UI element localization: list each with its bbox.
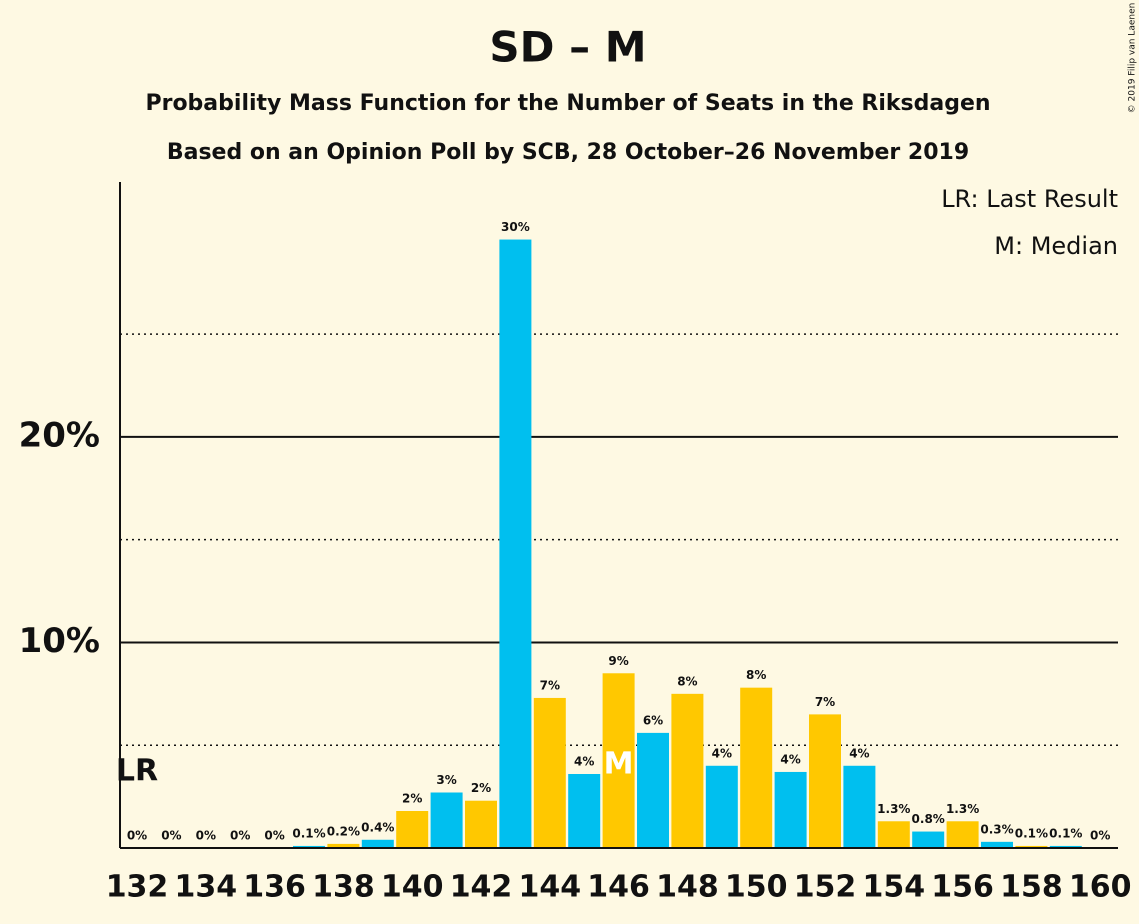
value-label: 6% [643, 713, 663, 727]
x-tick-label: 152 [794, 870, 857, 905]
value-label: 30% [501, 220, 530, 234]
x-tick-label: 138 [312, 870, 375, 905]
x-tick-label: 158 [1000, 870, 1063, 905]
bar [327, 843, 360, 848]
value-label: 9% [608, 654, 628, 668]
value-label: 0.1% [1049, 826, 1082, 840]
value-label: 4% [849, 746, 869, 760]
value-label: 0% [230, 829, 250, 843]
chart-subtitle: Based on an Opinion Poll by SCB, 28 Octo… [167, 140, 969, 165]
value-label: 0.8% [912, 812, 945, 826]
x-tick-label: 144 [518, 870, 581, 905]
value-label: 7% [815, 695, 835, 709]
value-label: 0% [1090, 829, 1110, 843]
x-tick-label: 160 [1069, 870, 1132, 905]
credit: © 2019 Filip van Laenen [1128, 3, 1138, 114]
x-tick-label: 146 [587, 870, 650, 905]
x-tick-label: 140 [381, 870, 444, 905]
bar [981, 841, 1013, 848]
bar [430, 792, 463, 848]
chart-title: SD – M [489, 23, 646, 72]
median-marker: M [604, 747, 634, 782]
x-tick-label: 156 [931, 870, 994, 905]
x-tick-label: 132 [106, 870, 169, 905]
value-label: 0% [196, 829, 216, 843]
value-label: 2% [402, 792, 422, 806]
value-label: 0% [127, 829, 147, 843]
value-label: 0.1% [292, 826, 325, 840]
bar [843, 765, 876, 848]
legend-entry: M: Median [994, 232, 1118, 260]
bar [396, 811, 429, 848]
bar [465, 800, 497, 848]
last-result-marker: LR [116, 754, 158, 789]
value-label: 2% [471, 781, 491, 795]
bar [568, 774, 601, 848]
bar [946, 821, 979, 848]
value-label: 0.3% [980, 822, 1013, 836]
value-label: 4% [712, 746, 732, 760]
value-label: 1.3% [946, 802, 979, 816]
value-label: 4% [780, 752, 800, 766]
value-label: 0% [264, 829, 284, 843]
value-label: 4% [574, 755, 594, 769]
bar [293, 845, 325, 848]
value-label: 0% [161, 829, 181, 843]
value-label: 0.1% [1015, 826, 1048, 840]
x-tick-label: 134 [174, 870, 237, 905]
bar [499, 239, 532, 849]
bar [671, 693, 704, 848]
value-label: 8% [677, 674, 697, 688]
x-tick-label: 148 [656, 870, 719, 905]
bar [774, 771, 807, 848]
bar [877, 821, 910, 848]
bar [740, 687, 773, 848]
bar [705, 765, 738, 848]
value-label: 3% [436, 773, 456, 787]
x-tick-label: 142 [450, 870, 513, 905]
bar [602, 673, 635, 848]
value-label: 1.3% [877, 802, 910, 816]
x-tick-label: 150 [725, 870, 788, 905]
bar [361, 839, 394, 848]
chart-subtitle: Probability Mass Function for the Number… [145, 91, 990, 116]
bar [912, 831, 945, 848]
bar [533, 697, 566, 848]
value-label: 0.4% [361, 820, 394, 834]
bar [1015, 845, 1048, 848]
bar [809, 714, 841, 848]
bar [1049, 845, 1082, 848]
bar [637, 732, 669, 848]
value-label: 0.2% [327, 824, 360, 838]
y-tick-label: 10% [19, 621, 100, 661]
x-tick-label: 154 [862, 870, 925, 905]
y-tick-label: 20% [19, 415, 100, 455]
x-tick-label: 136 [243, 870, 306, 905]
value-label: 7% [540, 678, 560, 692]
legend-entry: LR: Last Result [941, 185, 1118, 213]
value-label: 8% [746, 668, 766, 682]
